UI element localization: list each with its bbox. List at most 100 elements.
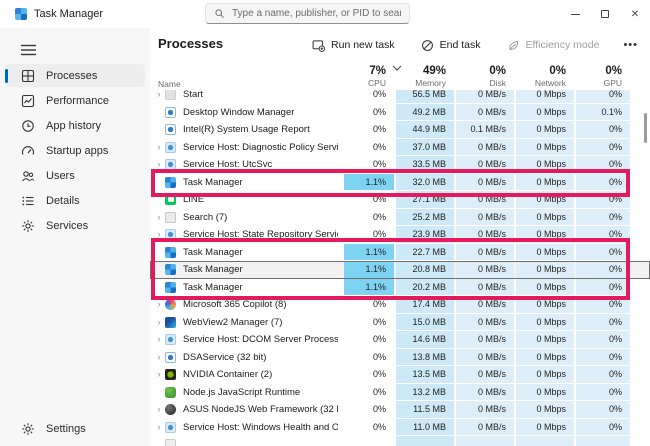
table-row[interactable]: Intel(R) System Usage Report 0% 44.9 MB 0.1… <box>150 121 650 139</box>
table-row[interactable]: LINE 0% 27.1 MB 0 MB/s 0 Mbps 0% <box>150 191 650 209</box>
process-name-cell[interactable]: › Start <box>150 90 342 104</box>
process-name-cell[interactable]: › Microsoft 365 Copilot (8) <box>150 296 342 314</box>
process-name-cell[interactable]: Task Manager <box>150 244 342 262</box>
process-name-cell[interactable]: › NVIDIA Container (2) <box>150 366 342 384</box>
table-row[interactable]: › NVIDIA Container (2) 0% 13.5 MB 0 MB/s 0 Mb… <box>150 366 650 384</box>
expand-chevron-icon[interactable]: › <box>157 421 161 432</box>
servicehost-icon <box>165 159 176 171</box>
table-row[interactable]: Desktop Window Manager 0% 49.2 MB 0 MB/s 0 M… <box>150 103 650 122</box>
efficiency-mode-button[interactable]: Efficiency mode <box>499 35 608 56</box>
gpu-cell <box>576 436 630 446</box>
process-name-cell[interactable]: Task Manager <box>150 279 342 297</box>
table-row[interactable]: › Start 0% 56.5 MB 0 MB/s 0 Mbps 0% <box>150 90 650 104</box>
process-name-cell[interactable]: Intel(R) System Usage Report <box>150 121 342 139</box>
process-name: Intel(R) System Usage Report <box>183 124 310 135</box>
table-row[interactable]: › Service Host: DCOM Server Process Launc… <box>150 331 650 349</box>
sidebar-item-app-history[interactable]: App history <box>5 114 145 137</box>
column-header-gpu[interactable]: 0% GPU <box>603 65 622 88</box>
column-header-memory[interactable]: 49% Memory <box>415 65 446 88</box>
process-name-cell[interactable]: › ASUS NodeJS Web Framework (32 bit) (2) <box>150 401 342 419</box>
process-name-cell[interactable]: Desktop Window Manager <box>150 104 342 122</box>
process-name-cell[interactable]: › Service Host: DCOM Server Process Launc… <box>150 331 342 349</box>
process-name: Desktop Window Manager <box>183 106 295 118</box>
vertical-scrollbar-thumb[interactable] <box>644 113 647 143</box>
process-name-cell[interactable]: LINE <box>150 191 342 209</box>
expand-chevron-icon[interactable]: › <box>157 90 161 99</box>
gpu-cell: 0% <box>576 138 630 156</box>
expand-chevron-icon[interactable]: › <box>157 334 161 344</box>
process-name-cell[interactable]: › Service Host: State Repository Service <box>150 226 342 244</box>
memory-cell: 11.5 MB <box>396 401 454 419</box>
table-row[interactable]: › DSAService (32 bit) 0% 13.8 MB 0 MB/s 0 Mbp… <box>150 348 650 367</box>
table-row[interactable]: Task Manager 1.1% 20.8 MB 0 MB/s 0 Mbps 0% <box>150 261 650 279</box>
disk-cell: 0 MB/s <box>456 401 514 419</box>
table-row[interactable]: › Service Host: State Repository Service 0… <box>150 226 650 244</box>
gpu-cell: 0% <box>576 313 630 331</box>
process-name: Start <box>183 90 204 100</box>
search-icon <box>165 211 176 223</box>
column-header-disk[interactable]: 0% Disk <box>489 65 506 88</box>
table-row[interactable]: Task Manager 1.1% 32.0 MB 0 MB/s 0 Mbps 0% <box>150 173 650 192</box>
table-row[interactable]: Task Manager 1.1% 20.2 MB 0 MB/s 0 Mbps 0% <box>150 278 650 297</box>
expand-chevron-icon[interactable]: › <box>157 211 161 222</box>
table-row[interactable]: › WebView2 Manager (7) 0% 15.0 MB 0 MB/s 0 Mb… <box>150 313 650 332</box>
process-name-cell[interactable]: › DSAService (32 bit) <box>150 349 342 367</box>
maximize-button[interactable] <box>590 0 620 28</box>
expand-chevron-icon[interactable]: › <box>157 299 161 309</box>
expand-chevron-icon[interactable]: › <box>157 351 161 362</box>
sidebar-item-startup-apps[interactable]: Startup apps <box>5 139 145 162</box>
process-name: Microsoft 365 Copilot (8) <box>183 299 287 310</box>
servicehost-icon <box>165 229 176 241</box>
sidebar-item-services[interactable]: Services <box>5 214 145 237</box>
network-cell: 0 Mbps <box>516 191 574 209</box>
sidebar-item-processes[interactable]: Processes <box>5 64 145 87</box>
close-button[interactable]: ✕ <box>620 0 650 28</box>
expand-chevron-icon[interactable]: › <box>157 316 161 327</box>
cpu-cell: 0% <box>344 104 394 122</box>
column-header-cpu[interactable]: 7% CPU <box>368 65 386 88</box>
network-cell: 0 Mbps <box>516 208 574 226</box>
more-options-button[interactable]: ••• <box>617 35 644 55</box>
process-name-cell[interactable]: › Service Host: UtcSvc <box>150 156 342 174</box>
table-row[interactable]: › Service Host: Windows Health and Optimi… <box>150 418 650 437</box>
process-name-cell[interactable]: › WebView2 Manager (7) <box>150 314 342 332</box>
table-row[interactable] <box>150 436 650 446</box>
process-name: Search (7) <box>183 211 228 223</box>
process-name-cell[interactable]: Task Manager <box>150 261 342 279</box>
memory-cell: 37.0 MB <box>396 138 454 156</box>
sidebar-item-performance[interactable]: Performance <box>5 89 145 112</box>
table-row[interactable]: › Microsoft 365 Copilot (8) 0% 17.4 MB 0 MB/… <box>150 296 650 314</box>
minimize-icon <box>570 13 580 15</box>
sidebar: Processes Performance App history Startu… <box>0 28 150 446</box>
minimize-button[interactable] <box>560 0 590 28</box>
process-name-cell[interactable]: › Search (7) <box>150 209 342 227</box>
end-task-button[interactable]: End task <box>413 35 489 56</box>
menu-toggle-button[interactable] <box>16 38 40 62</box>
expand-chevron-icon[interactable]: › <box>157 141 161 152</box>
table-row[interactable]: › Service Host: UtcSvc 0% 33.5 MB 0 MB/s 0 Mb… <box>150 156 650 174</box>
table-row[interactable]: Task Manager 1.1% 22.7 MB 0 MB/s 0 Mbps 0% <box>150 243 650 262</box>
expand-chevron-icon[interactable]: › <box>157 159 161 169</box>
window-blue-icon <box>165 106 176 118</box>
expand-chevron-icon[interactable]: › <box>157 229 161 239</box>
sidebar-item-users[interactable]: Users <box>5 164 145 187</box>
expand-chevron-icon[interactable]: › <box>157 369 161 379</box>
process-name-cell[interactable]: › Service Host: Windows Health and Optimi… <box>150 419 342 437</box>
search-box[interactable] <box>205 3 410 24</box>
process-name-cell[interactable]: › Service Host: Diagnostic Policy Service <box>150 139 342 157</box>
process-name-cell[interactable]: Task Manager <box>150 174 342 192</box>
table-row[interactable]: › ASUS NodeJS Web Framework (32 bit) (2) 0… <box>150 401 650 419</box>
search-input[interactable] <box>232 8 401 19</box>
column-header-network[interactable]: 0% Network <box>534 65 566 88</box>
process-name-cell[interactable]: Node.js JavaScript Runtime <box>150 384 342 402</box>
process-name-cell[interactable] <box>150 436 342 446</box>
table-row[interactable]: Node.js JavaScript Runtime 0% 13.2 MB 0 MB/… <box>150 383 650 402</box>
table-row[interactable]: › Service Host: Diagnostic Policy Service… <box>150 138 650 157</box>
sidebar-item-details[interactable]: Details <box>5 189 145 212</box>
expand-chevron-icon[interactable]: › <box>157 404 161 414</box>
column-header-name[interactable]: Name <box>158 79 181 89</box>
run-new-task-button[interactable]: Run new task <box>304 35 403 56</box>
sidebar-item-settings[interactable]: Settings <box>21 422 86 436</box>
cpu-cell: 0% <box>344 366 394 384</box>
table-row[interactable]: › Search (7) 0% 25.2 MB 0 MB/s 0 Mbps 0% <box>150 208 650 227</box>
